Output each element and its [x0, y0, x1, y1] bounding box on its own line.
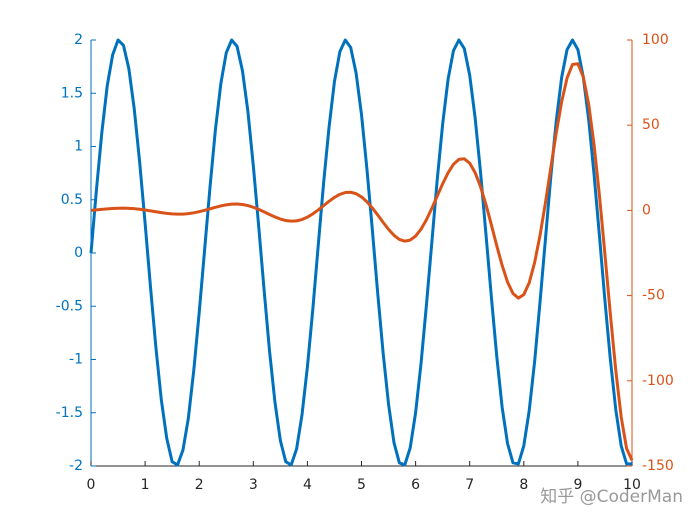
x-tick-label: 2 [195, 477, 204, 493]
series-line [90, 62, 634, 461]
y2-tick-label: 0 [642, 202, 651, 218]
y-tick-label: -1 [69, 352, 83, 368]
y-tick-label: 1 [74, 139, 83, 155]
y2-tick-label: -150 [642, 458, 674, 474]
y-tick-label: -0.5 [56, 298, 83, 314]
x-tick-label: 3 [249, 477, 258, 493]
x-tick-label: 6 [411, 477, 420, 493]
y-tick-label: -1.5 [56, 405, 83, 421]
x-tick-label: 4 [303, 477, 312, 493]
y-tick-label: 1.5 [61, 85, 83, 101]
watermark: 知乎 @CoderMan [540, 487, 683, 507]
x-tick-label: 1 [141, 477, 150, 493]
y-tick-label: 0 [74, 245, 83, 261]
y2-tick-label: 50 [642, 117, 660, 133]
x-tick-label: 9 [573, 477, 582, 493]
y2-tick-label: -50 [642, 288, 665, 304]
y2-tick-label: 100 [642, 32, 669, 48]
series-line [89, 38, 632, 467]
x-tick-label: 10 [623, 477, 641, 493]
x-tick-label: 0 [87, 477, 96, 493]
x-tick-label: 8 [519, 477, 528, 493]
y2-tick-label: -100 [642, 373, 674, 389]
y-tick-label: 0.5 [61, 192, 83, 208]
x-tick-label: 7 [465, 477, 474, 493]
y-tick-label: -2 [69, 458, 83, 474]
y-tick-label: 2 [74, 32, 83, 48]
x-tick-label: 5 [357, 477, 366, 493]
